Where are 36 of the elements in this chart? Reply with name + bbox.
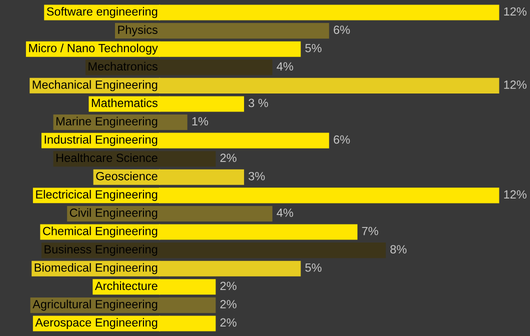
y-tick-label: Micro / Nano Technology [29, 44, 158, 55]
data-label: 12% [504, 7, 526, 16]
data-label: 3 % [248, 98, 268, 108]
data-label: 6% [334, 26, 350, 34]
y-tick-label: Geoscience [96, 172, 158, 180]
data-label: 7% [362, 226, 378, 236]
y-tick-label: Marine Engineering [56, 116, 158, 128]
y-tick-label: Aerospace Engineering [35, 318, 158, 329]
y-tick-label: Software engineering [46, 7, 158, 18]
y-tick-label: Physics [118, 25, 158, 36]
data-label: 12% [504, 80, 526, 89]
data-label: 2% [220, 154, 236, 162]
y-tick-label: Architecture [94, 281, 158, 290]
data-label: 2% [220, 300, 236, 308]
data-label: 5% [305, 44, 322, 52]
data-label: 2% [220, 282, 236, 290]
y-tick-label: Electricical Engineering [36, 190, 158, 201]
y-tick-label: Mechanical Engineering [32, 80, 158, 92]
data-label: 2% [220, 318, 236, 327]
data-label: 3% [248, 172, 265, 180]
y-tick-label: Business Engineering [44, 244, 158, 256]
data-label: 1% [192, 117, 208, 126]
data-label: 12% [504, 190, 526, 199]
data-label: 4% [276, 62, 294, 71]
data-label: 4% [276, 208, 294, 217]
y-tick-label: Mathematics [92, 98, 158, 108]
y-tick-label: Healthcare Science [56, 153, 158, 162]
y-tick-label: Mechatronics [88, 62, 158, 71]
y-tick-label: Chemical Engineering [43, 226, 158, 238]
data-label: 6% [334, 135, 350, 144]
data-label: 5% [305, 263, 322, 272]
y-tick-label: Civil Engineering [70, 208, 158, 220]
data-label: 8% [390, 245, 407, 254]
y-tick-label: Agricultural Engineering [32, 300, 158, 311]
y-tick-label: Biomedical Engineering [34, 263, 158, 274]
y-tick-label: Industrial Engineering [44, 135, 158, 146]
